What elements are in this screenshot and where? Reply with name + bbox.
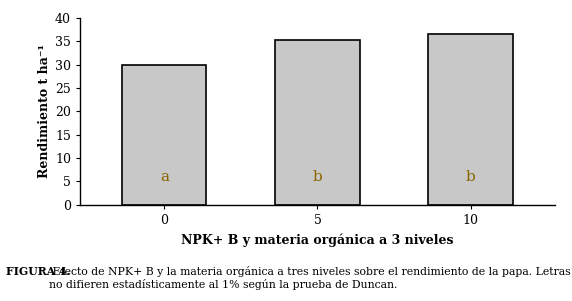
Text: Efecto de NPK+ B y la materia orgánica a tres niveles sobre el rendimiento de la: Efecto de NPK+ B y la materia orgánica a… <box>49 266 572 290</box>
Text: b: b <box>312 170 323 184</box>
Y-axis label: Rendimiento t ha⁻¹: Rendimiento t ha⁻¹ <box>38 44 51 178</box>
X-axis label: NPK+ B y materia orgánica a 3 niveles: NPK+ B y materia orgánica a 3 niveles <box>181 234 454 247</box>
Text: FIGURA 4.: FIGURA 4. <box>6 266 70 278</box>
Bar <box>428 34 513 205</box>
Text: b: b <box>466 170 475 184</box>
Text: a: a <box>160 170 169 184</box>
Bar <box>275 40 360 205</box>
Bar <box>122 65 206 205</box>
